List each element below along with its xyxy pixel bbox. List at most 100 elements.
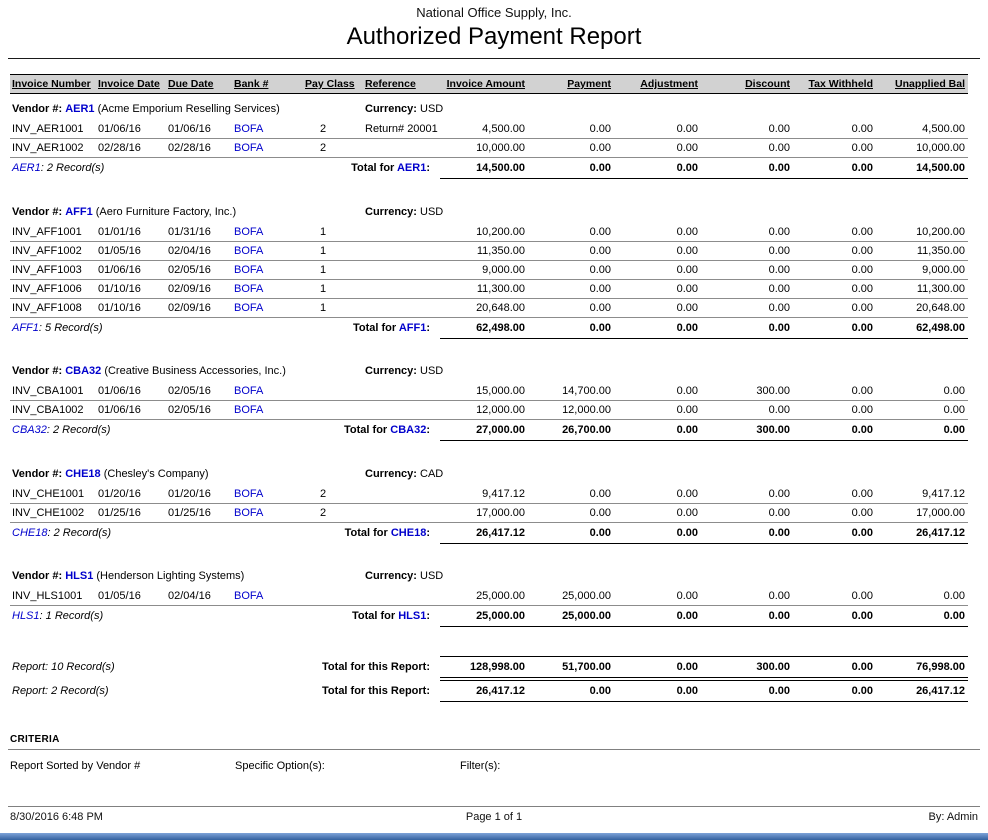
bank-link[interactable]: BOFA — [234, 123, 264, 135]
invoice-amount-cell: 4,500.00 — [440, 120, 528, 139]
criteria-divider — [8, 749, 980, 750]
currency-label: Currency: — [365, 103, 417, 115]
invoice-row: INV_AFF1001 01/01/16 01/31/16 BOFA 1 10,200.0… — [10, 222, 968, 242]
vendor-code-link[interactable]: AER1 — [12, 162, 41, 174]
vendor-row-filler — [440, 561, 968, 587]
vendor-code-link[interactable]: AFF1 — [65, 205, 93, 218]
unapplied-balance-cell: 0.00 — [876, 400, 968, 420]
invoice-number-cell: INV_AFF1006 — [10, 279, 96, 299]
discount-cell: 0.00 — [701, 484, 793, 504]
invoice-row: INV_CBA1001 01/06/16 02/05/16 BOFA 15,000.00… — [10, 382, 968, 401]
vendor-code-link[interactable]: AER1 — [396, 162, 427, 174]
unapplied-balance-group-total: 62,498.00 — [876, 317, 968, 339]
spacer-row — [10, 179, 968, 197]
vendor-header-cell: Vendor #: CBA32 (Creative Business Acces… — [10, 356, 363, 382]
company-name: National Office Supply, Inc. — [416, 5, 572, 20]
col-header-due-date: Due Date — [166, 74, 232, 94]
vendor-header-cell: Vendor #: CHE18 (Chesley's Company) — [10, 459, 363, 485]
bank-link[interactable]: BOFA — [234, 244, 264, 257]
vendor-row-filler — [440, 459, 968, 485]
tax-withheld-cell: 0.00 — [793, 120, 876, 139]
invoice-amount-cell: 17,000.00 — [440, 503, 528, 523]
adjustment-cell: 0.00 — [614, 260, 701, 280]
bank-number-cell: BOFA — [232, 400, 303, 420]
bank-link[interactable]: BOFA — [234, 225, 264, 238]
vendor-code-link[interactable]: CHE18 — [390, 526, 427, 539]
group-total-row: CHE18: 2 Record(s) Total for CHE18: 26,417… — [10, 522, 968, 544]
report-total-row: Report: 2 Record(s) Total for this Report… — [10, 680, 968, 702]
vendor-header-cell: Vendor #: AER1 (Acme Emporium Reselling … — [10, 94, 363, 121]
due-date-cell: 02/05/16 — [166, 260, 232, 280]
bank-link[interactable]: BOFA — [234, 282, 264, 295]
invoice-date-cell: 01/05/16 — [96, 241, 166, 261]
bank-number-cell: BOFA — [232, 587, 303, 606]
invoice-amount-group-total: 62,498.00 — [440, 317, 528, 339]
unapplied-balance-cell: 9,000.00 — [876, 260, 968, 280]
page-footer: 8/30/2016 6:48 PM Page 1 of 1 By: Admin — [10, 811, 978, 823]
criteria-sort-order: Report Sorted by Vendor # — [10, 760, 141, 772]
group-total-label: Total for HLS1: — [232, 606, 440, 627]
due-date-cell: 01/06/16 — [166, 120, 232, 139]
bank-link[interactable]: BOFA — [234, 142, 264, 154]
pay-class-cell: 2 — [303, 503, 363, 523]
window-bottom-edge — [0, 833, 988, 840]
invoice-amount-cell: 11,350.00 — [440, 241, 528, 261]
vendor-code-link[interactable]: AER1 — [65, 103, 95, 115]
vendor-code-link[interactable]: CHE18 — [65, 467, 101, 480]
adjustment-cell: 0.00 — [614, 120, 701, 139]
discount-cell: 300.00 — [701, 382, 793, 401]
adjustment-cell: 0.00 — [614, 587, 701, 606]
currency-cell: Currency: CAD — [363, 459, 443, 485]
footer-generated-by: By: Admin — [928, 811, 979, 823]
vendor-code-link[interactable]: AFF1 — [12, 321, 39, 334]
discount-cell: 0.00 — [701, 587, 793, 606]
payment-group-total: 0.00 — [528, 522, 614, 544]
criteria-specific-options: Specific Option(s): — [235, 760, 325, 772]
pay-class-cell — [303, 400, 363, 420]
col-header-bank-number: Bank # — [232, 74, 303, 94]
total-colon: : — [426, 610, 430, 622]
invoice-row: INV_AFF1008 01/10/16 02/09/16 BOFA 1 20,648.0… — [10, 298, 968, 318]
vendor-code-link[interactable]: CBA32 — [65, 365, 102, 377]
vendor-code-link[interactable]: CHE18 — [12, 526, 48, 539]
vendor-code-link[interactable]: HLS1 — [12, 610, 40, 622]
bank-link[interactable]: BOFA — [234, 385, 264, 397]
total-colon: : — [426, 321, 430, 334]
vendor-name: (Aero Furniture Factory, Inc.) — [95, 205, 237, 218]
group-total-label: Total for AER1: — [232, 158, 440, 179]
bank-link[interactable]: BOFA — [234, 590, 264, 602]
group-record-count: CBA32: 2 Record(s) — [10, 420, 232, 441]
unapplied-balance-cell: 20,648.00 — [876, 298, 968, 318]
discount-cell: 0.00 — [701, 400, 793, 420]
bank-link[interactable]: BOFA — [234, 404, 264, 416]
invoice-row: INV_AFF1002 01/05/16 02/04/16 BOFA 1 11,350.0… — [10, 241, 968, 261]
discount-cell: 0.00 — [701, 241, 793, 261]
report-record-count: Report: 10 Record(s) — [12, 660, 115, 673]
invoice-number-cell: INV_AFF1001 — [10, 222, 96, 242]
vendor-code-link[interactable]: CBA32 — [12, 424, 47, 436]
bank-number-cell: BOFA — [232, 120, 303, 139]
bank-link[interactable]: BOFA — [234, 263, 264, 276]
vendor-header-row: Vendor #: AER1 (Acme Emporium Reselling … — [10, 94, 968, 121]
currency-value: USD — [420, 365, 444, 377]
bank-link[interactable]: BOFA — [234, 487, 264, 500]
bank-link[interactable]: BOFA — [234, 301, 264, 314]
vendor-code-link[interactable]: HLS1 — [65, 570, 94, 582]
discount-cell: 0.00 — [701, 503, 793, 523]
bank-link[interactable]: BOFA — [234, 506, 264, 519]
bank-number-cell: BOFA — [232, 222, 303, 242]
reference-cell: Return# 20001 — [363, 120, 440, 139]
table-body: Vendor #: AER1 (Acme Emporium Reselling … — [10, 94, 968, 702]
invoice-amount-group-total: 14,500.00 — [440, 157, 528, 179]
reference-cell — [363, 298, 440, 318]
invoice-amount-cell: 9,417.12 — [440, 484, 528, 504]
invoice-number-cell: INV_CHE1002 — [10, 503, 96, 523]
vendor-code-link[interactable]: CBA32 — [390, 424, 427, 436]
vendor-code-link[interactable]: HLS1 — [398, 610, 427, 622]
spacer-row — [10, 441, 968, 459]
vendor-name: (Creative Business Accessories, Inc.) — [104, 365, 286, 377]
vendor-code-link[interactable]: AFF1 — [398, 321, 427, 334]
pay-class-cell — [303, 382, 363, 401]
vendor-name: (Chesley's Company) — [103, 467, 209, 480]
